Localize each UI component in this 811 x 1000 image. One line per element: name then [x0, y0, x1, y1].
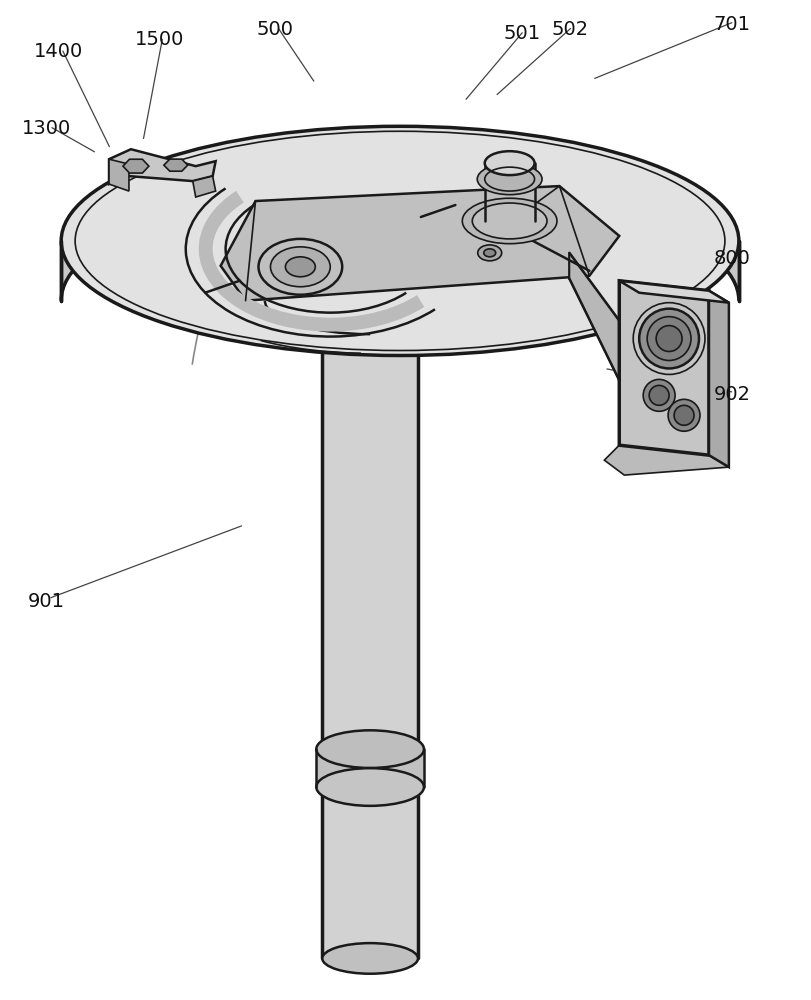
- Ellipse shape: [642, 379, 674, 411]
- Polygon shape: [109, 159, 129, 191]
- Polygon shape: [322, 301, 418, 958]
- Polygon shape: [569, 253, 619, 380]
- Polygon shape: [619, 281, 728, 303]
- Text: 800: 800: [713, 249, 749, 268]
- Text: 1500: 1500: [135, 30, 184, 49]
- Polygon shape: [61, 126, 738, 301]
- Text: 500: 500: [256, 20, 293, 39]
- Polygon shape: [708, 291, 728, 467]
- Ellipse shape: [638, 309, 698, 368]
- Ellipse shape: [61, 126, 738, 355]
- Text: 902: 902: [713, 385, 749, 404]
- Ellipse shape: [472, 203, 547, 239]
- Polygon shape: [122, 159, 148, 173]
- Ellipse shape: [258, 239, 341, 295]
- Text: 1400: 1400: [34, 42, 83, 61]
- Polygon shape: [221, 186, 619, 301]
- Ellipse shape: [667, 399, 699, 431]
- Ellipse shape: [270, 247, 330, 287]
- Polygon shape: [109, 149, 216, 184]
- Ellipse shape: [477, 164, 542, 195]
- Text: 901: 901: [28, 592, 64, 611]
- Ellipse shape: [316, 768, 423, 806]
- Text: 701: 701: [713, 15, 749, 34]
- Text: 501: 501: [503, 24, 539, 43]
- Ellipse shape: [673, 405, 693, 425]
- Polygon shape: [192, 176, 216, 197]
- Polygon shape: [603, 445, 728, 475]
- Ellipse shape: [646, 317, 690, 360]
- Polygon shape: [164, 159, 187, 171]
- Ellipse shape: [484, 151, 534, 175]
- Ellipse shape: [285, 257, 315, 277]
- Ellipse shape: [322, 285, 418, 316]
- Ellipse shape: [648, 385, 668, 405]
- Text: 1300: 1300: [22, 119, 71, 138]
- Ellipse shape: [322, 943, 418, 974]
- Ellipse shape: [461, 198, 556, 244]
- Ellipse shape: [477, 245, 501, 261]
- Polygon shape: [619, 281, 708, 455]
- Ellipse shape: [655, 326, 681, 352]
- Text: 502: 502: [551, 20, 588, 39]
- Ellipse shape: [483, 249, 495, 257]
- Ellipse shape: [316, 730, 423, 768]
- Polygon shape: [316, 749, 423, 787]
